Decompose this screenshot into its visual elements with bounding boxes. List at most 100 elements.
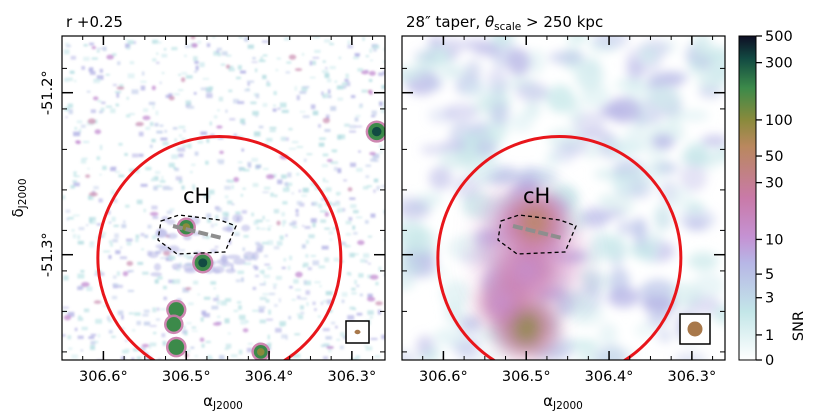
faint-source — [190, 36, 196, 40]
noise-speck — [373, 48, 377, 52]
noise-speck — [149, 325, 157, 327]
noise-speck — [110, 242, 113, 247]
noise-speck — [141, 71, 145, 76]
noise-speck — [289, 286, 293, 289]
noise-speck — [101, 232, 106, 236]
noise-speck — [351, 287, 356, 291]
noise-blob — [686, 217, 707, 231]
noise-speck — [314, 186, 320, 191]
faint-source — [88, 192, 98, 197]
noise-speck — [114, 233, 119, 239]
noise-speck — [238, 349, 243, 355]
noise-speck — [96, 223, 102, 226]
noise-blob — [439, 148, 476, 170]
noise-speck — [243, 235, 249, 238]
noise-speck — [383, 105, 385, 109]
noise-speck — [182, 287, 190, 293]
noise-speck — [152, 235, 157, 240]
noise-speck — [63, 275, 69, 281]
noise-speck — [152, 307, 157, 313]
noise-speck — [312, 110, 319, 116]
faint-emission — [226, 254, 241, 260]
noise-speck — [225, 214, 229, 217]
faint-source — [168, 95, 175, 101]
noise-speck — [322, 60, 326, 63]
noise-speck — [202, 78, 209, 80]
noise-speck — [159, 81, 162, 85]
noise-speck — [72, 214, 80, 217]
noise-speck — [349, 272, 352, 276]
noise-speck — [322, 328, 330, 332]
noise-speck — [326, 78, 332, 83]
noise-speck — [201, 310, 207, 316]
noise-speck — [67, 311, 75, 317]
noise-blob — [453, 174, 481, 200]
noise-speck — [337, 97, 344, 101]
noise-speck — [326, 299, 333, 305]
noise-speck — [321, 164, 328, 168]
noise-speck — [213, 115, 218, 119]
noise-speck — [227, 223, 235, 228]
noise-speck — [298, 315, 304, 320]
noise-speck — [148, 101, 156, 105]
noise-speck — [252, 110, 259, 116]
left-map-image: cH — [62, 36, 385, 360]
noise-speck — [366, 185, 372, 188]
faint-source — [368, 70, 376, 76]
noise-speck — [138, 153, 144, 157]
faint-emission — [150, 272, 163, 277]
noise-speck — [136, 320, 142, 326]
noise-speck — [126, 238, 133, 242]
noise-blob — [440, 279, 471, 309]
compact-source — [166, 299, 187, 320]
noise-speck — [299, 91, 307, 94]
compact-source — [192, 252, 214, 274]
noise-speck — [154, 279, 159, 284]
noise-speck — [247, 82, 250, 86]
noise-speck — [281, 212, 285, 217]
noise-speck — [274, 194, 278, 198]
noise-speck — [258, 125, 264, 129]
noise-speck — [275, 69, 279, 72]
noise-speck — [353, 56, 359, 60]
noise-speck — [215, 214, 219, 220]
noise-speck — [245, 320, 249, 323]
noise-speck — [185, 75, 193, 79]
noise-speck — [83, 308, 90, 313]
noise-speck — [149, 144, 153, 148]
noise-speck — [115, 91, 122, 94]
noise-blob — [482, 84, 503, 100]
faint-emission — [166, 218, 176, 225]
noise-speck — [125, 114, 131, 118]
noise-blob — [633, 217, 648, 247]
noise-speck — [105, 73, 110, 76]
noise-speck — [87, 167, 90, 170]
noise-speck — [203, 296, 211, 300]
noise-speck — [263, 274, 270, 279]
noise-speck — [238, 36, 243, 39]
noise-blob — [701, 135, 725, 147]
noise-speck — [342, 208, 346, 212]
noise-speck — [247, 161, 252, 167]
noise-blob — [458, 38, 495, 51]
noise-speck — [259, 319, 266, 324]
noise-speck — [72, 180, 78, 183]
noise-speck — [369, 316, 373, 319]
noise-speck — [67, 103, 73, 108]
noise-speck — [128, 312, 134, 315]
noise-speck — [282, 221, 285, 227]
noise-speck — [247, 343, 253, 345]
noise-speck — [65, 44, 71, 48]
noise-speck — [73, 131, 81, 137]
noise-speck — [182, 325, 186, 329]
noise-speck — [258, 306, 266, 309]
noise-speck — [267, 334, 270, 340]
noise-blob — [634, 322, 657, 339]
noise-speck — [332, 203, 336, 207]
noise-speck — [238, 314, 246, 320]
noise-speck — [356, 312, 363, 316]
noise-speck — [137, 262, 144, 265]
noise-speck — [312, 56, 320, 59]
noise-speck — [301, 244, 306, 249]
noise-speck — [133, 41, 136, 44]
